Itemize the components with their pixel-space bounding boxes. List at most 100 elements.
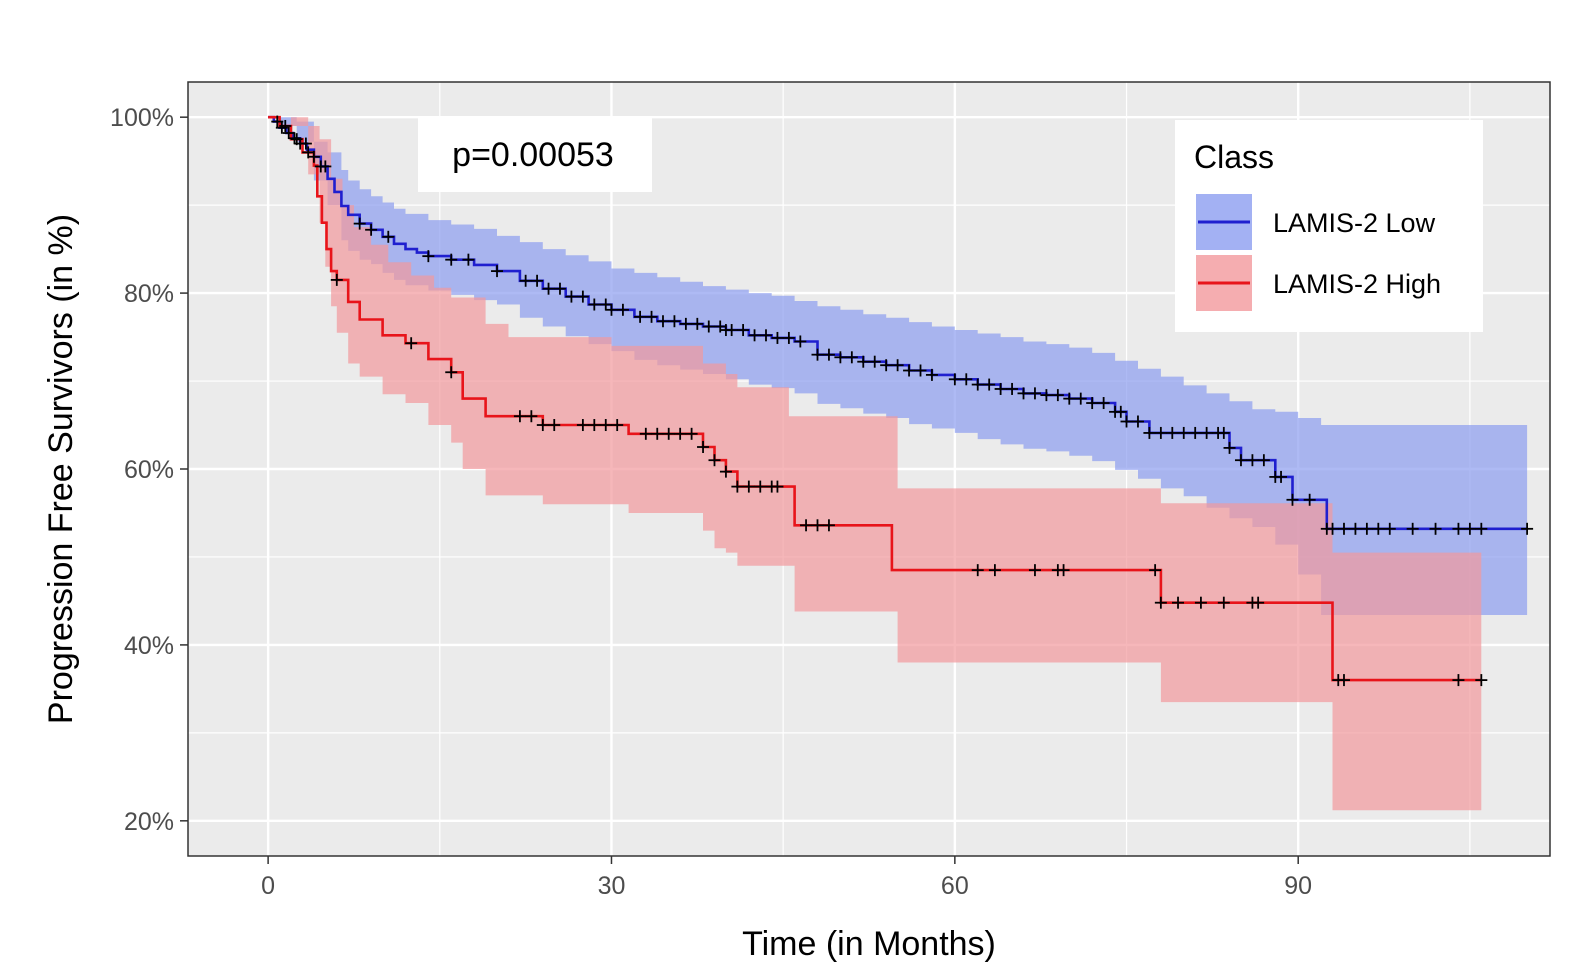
censor-mark-low [903, 364, 916, 377]
censor-mark-low [365, 223, 378, 236]
censor-mark-low [599, 298, 612, 311]
censor-mark-low [1028, 387, 1041, 400]
censor-mark-low [1475, 522, 1488, 535]
censor-mark-low [1234, 454, 1247, 467]
censor-mark-low [565, 290, 578, 303]
censor-mark-low [1120, 415, 1133, 428]
censor-mark-low [462, 253, 475, 266]
censor-mark-high [742, 480, 755, 493]
censor-mark-low [794, 335, 807, 348]
censor-mark-low [880, 359, 893, 372]
censor-mark-low [822, 348, 835, 361]
censor-mark-low [702, 320, 715, 333]
censor-mark-low [1326, 522, 1339, 535]
p-value-box [418, 116, 652, 192]
censor-mark-low [1177, 426, 1190, 439]
censor-mark-high [405, 337, 418, 350]
censor-mark-high [719, 465, 732, 478]
censor-mark-low [542, 282, 555, 295]
censor-mark-low [759, 329, 772, 342]
censor-mark-high [639, 427, 652, 440]
x-tick-label: 0 [261, 872, 275, 900]
x-tick-label: 90 [1284, 872, 1312, 900]
censor-mark-low [616, 303, 629, 316]
censor-mark-high [662, 427, 675, 440]
censor-mark-low [553, 282, 566, 295]
censor-mark-low [1452, 522, 1465, 535]
censor-mark-high [445, 366, 458, 379]
censor-mark-high [1154, 596, 1167, 609]
censor-mark-low [679, 317, 692, 330]
censor-mark-low [445, 253, 458, 266]
censor-mark-low [994, 382, 1007, 395]
censor-mark-high [822, 519, 835, 532]
censor-mark-high [1452, 674, 1465, 687]
p-value-text: p=0.00053 [452, 136, 614, 174]
y-tick-label: 100% [110, 104, 174, 132]
censor-mark-low [1223, 441, 1236, 454]
legend-label-high: LAMIS-2 High [1273, 269, 1441, 299]
censor-marks [271, 115, 1534, 687]
y-axis-title: Progression Free Survivors (in %) [42, 214, 80, 724]
censor-mark-low [491, 265, 504, 278]
censor-mark-low [868, 355, 881, 368]
censor-mark-high [651, 427, 664, 440]
censor-mark-low [1143, 426, 1156, 439]
censor-mark-high [1217, 596, 1230, 609]
censor-mark-low [1349, 522, 1362, 535]
censor-mark-low [1257, 454, 1270, 467]
censor-mark-high [771, 480, 784, 493]
censor-mark-low [1063, 392, 1076, 405]
censor-mark-low [1246, 454, 1259, 467]
censor-mark-high [674, 427, 687, 440]
censor-mark-low [1429, 522, 1442, 535]
censor-mark-high [525, 410, 538, 423]
censor-mark-low [1040, 389, 1053, 402]
censor-mark-low [914, 364, 927, 377]
y-tick-label: 40% [124, 632, 174, 660]
legend-title: Class [1194, 139, 1274, 175]
censor-mark-high [697, 441, 710, 454]
censor-mark-high [302, 146, 315, 159]
censor-mark-high [1028, 564, 1041, 577]
censor-mark-high [588, 419, 601, 432]
censor-mark-low [782, 331, 795, 344]
censor-mark-low [282, 127, 295, 140]
censor-mark-low [1383, 522, 1396, 535]
censor-mark-low [1051, 389, 1064, 402]
censor-mark-low [771, 331, 784, 344]
censor-mark-low [1275, 470, 1288, 483]
censor-mark-low [1114, 405, 1127, 418]
censor-mark-high [536, 419, 549, 432]
censor-mark-low [382, 230, 395, 243]
censor-mark-low [588, 298, 601, 311]
censor-mark-low [1154, 426, 1167, 439]
censor-mark-high [988, 564, 1001, 577]
x-tick-label: 60 [941, 872, 969, 900]
censor-mark-high [1149, 564, 1162, 577]
censor-mark-high [1337, 674, 1350, 687]
y-tick-label: 80% [124, 280, 174, 308]
censor-mark-low [519, 274, 532, 287]
censor-mark-low [1017, 387, 1030, 400]
censor-mark-low [1463, 522, 1476, 535]
censor-mark-high [1172, 596, 1185, 609]
censor-mark-low [422, 250, 435, 263]
p-value-annotation: p=0.00053 [418, 116, 652, 192]
y-tick-label: 60% [124, 456, 174, 484]
censor-mark-low [1097, 397, 1110, 410]
censor-mark-high [279, 119, 292, 132]
x-tick-label: 30 [598, 872, 626, 900]
legend: Class LAMIS-2 Low LAMIS-2 High [1175, 120, 1483, 332]
censor-mark-high [754, 480, 767, 493]
censor-mark-low [1131, 415, 1144, 428]
censor-mark-high [330, 273, 343, 286]
censor-mark-low [1074, 392, 1087, 405]
censor-mark-low [1166, 426, 1179, 439]
censor-mark-high [548, 419, 561, 432]
censor-mark-high [611, 419, 624, 432]
censor-mark-high [599, 419, 612, 432]
censor-mark-low [531, 274, 544, 287]
censor-mark-high [1252, 596, 1265, 609]
